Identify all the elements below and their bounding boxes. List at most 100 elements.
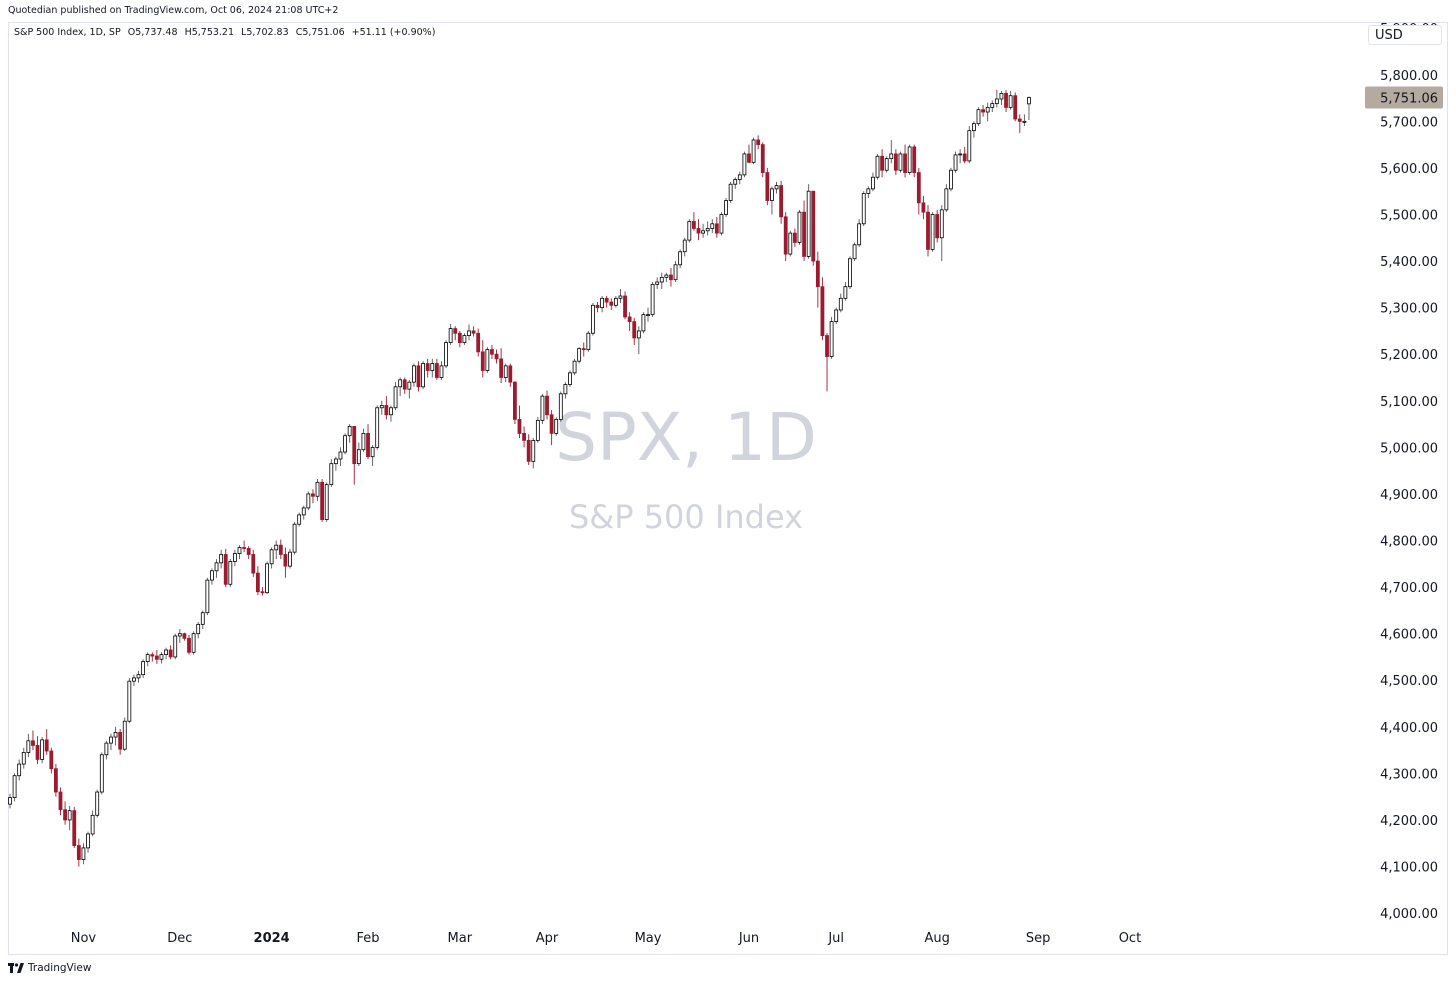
candle-body (820, 286, 825, 336)
candle (191, 631, 196, 655)
candle (173, 633, 178, 660)
candle (26, 733, 31, 758)
candle-body (503, 365, 508, 378)
candle (118, 729, 123, 755)
candle (306, 491, 311, 511)
y-tick-label: 4,300.00 (1380, 767, 1438, 782)
candle (710, 219, 715, 234)
y-tick-label: 5,800.00 (1380, 69, 1438, 84)
candle (448, 323, 453, 345)
candle (591, 302, 595, 336)
candle (815, 251, 820, 308)
candle-body (710, 223, 715, 229)
candle (857, 219, 862, 248)
candle (861, 191, 866, 227)
candle (609, 298, 614, 310)
candle (549, 410, 554, 446)
candle-body (972, 123, 976, 132)
candle (765, 167, 770, 206)
currency-selector[interactable]: USD (1368, 25, 1442, 45)
candle (361, 428, 366, 453)
candle (292, 521, 297, 555)
candle (315, 479, 320, 501)
price-axis[interactable]: 4,000.00 4,100.00 4,200.00 4,300.00 4,400.00… (1380, 22, 1438, 922)
candle-body (480, 351, 485, 371)
candle-body (636, 330, 641, 339)
candle-body (664, 274, 669, 278)
last-price-badge (1365, 86, 1443, 109)
candle-body (132, 677, 136, 682)
candle (333, 456, 338, 471)
candle-body (1022, 120, 1027, 123)
candle-body (994, 98, 999, 105)
candle-body (398, 379, 403, 388)
candle-body (985, 106, 990, 113)
candle-body (324, 484, 329, 520)
candle (499, 348, 504, 384)
candle (760, 142, 765, 178)
candle-body (205, 579, 210, 614)
candle-body (1027, 97, 1031, 105)
candle (457, 330, 462, 348)
candle-body (90, 814, 95, 835)
candle-body (1017, 118, 1022, 122)
y-tick-label: 4,000.00 (1380, 907, 1438, 922)
candle-body (72, 810, 77, 846)
candle-body (356, 449, 361, 465)
candle (177, 629, 182, 643)
candle (467, 324, 471, 341)
candle (407, 379, 412, 399)
candle (572, 358, 577, 376)
candle-body (811, 190, 816, 262)
candle-body (1004, 92, 1008, 108)
candle-body (724, 200, 728, 215)
candle-body (852, 244, 857, 260)
candle (168, 645, 173, 660)
candle (237, 545, 242, 560)
candle (682, 237, 687, 257)
candle (288, 548, 292, 569)
candle-body (311, 493, 315, 497)
candle (40, 737, 45, 764)
candle (678, 249, 683, 269)
candle-body (145, 654, 150, 663)
y-tick-label: 4,800.00 (1380, 535, 1438, 550)
candle (962, 146, 967, 164)
candle (95, 789, 100, 818)
candle (733, 177, 738, 189)
candle (343, 433, 347, 455)
candle-body (214, 562, 219, 572)
candle-body (595, 304, 600, 309)
candle (430, 358, 435, 378)
x-tick-label: Apr (536, 931, 559, 946)
candle (508, 363, 513, 387)
candle (848, 256, 852, 290)
candle (581, 342, 586, 357)
candle-body (609, 301, 614, 306)
tradingview-logo-icon (8, 963, 24, 973)
candle (930, 212, 935, 252)
candle (889, 139, 894, 164)
candle (838, 293, 843, 313)
candle (90, 810, 95, 837)
candle-body (678, 251, 683, 266)
candle-body (834, 309, 839, 323)
candle (356, 442, 361, 466)
watermark-symbol: SPX, 1D (555, 399, 817, 476)
candle (618, 289, 623, 303)
time-axis[interactable]: Nov Dec 2024 Feb Mar Apr May Jun Jul Aug Sep Oct (71, 931, 1141, 946)
candle-body (104, 742, 109, 756)
candle (494, 349, 499, 364)
candle (737, 171, 742, 185)
candle-body (848, 258, 852, 288)
candle (898, 151, 903, 173)
candle-body (577, 348, 582, 362)
candle-body (379, 405, 384, 409)
candle-body (490, 349, 494, 355)
candle (714, 216, 719, 238)
candle-body (457, 332, 462, 343)
candle (669, 268, 673, 287)
candle (907, 144, 912, 175)
candle-body (733, 179, 738, 185)
